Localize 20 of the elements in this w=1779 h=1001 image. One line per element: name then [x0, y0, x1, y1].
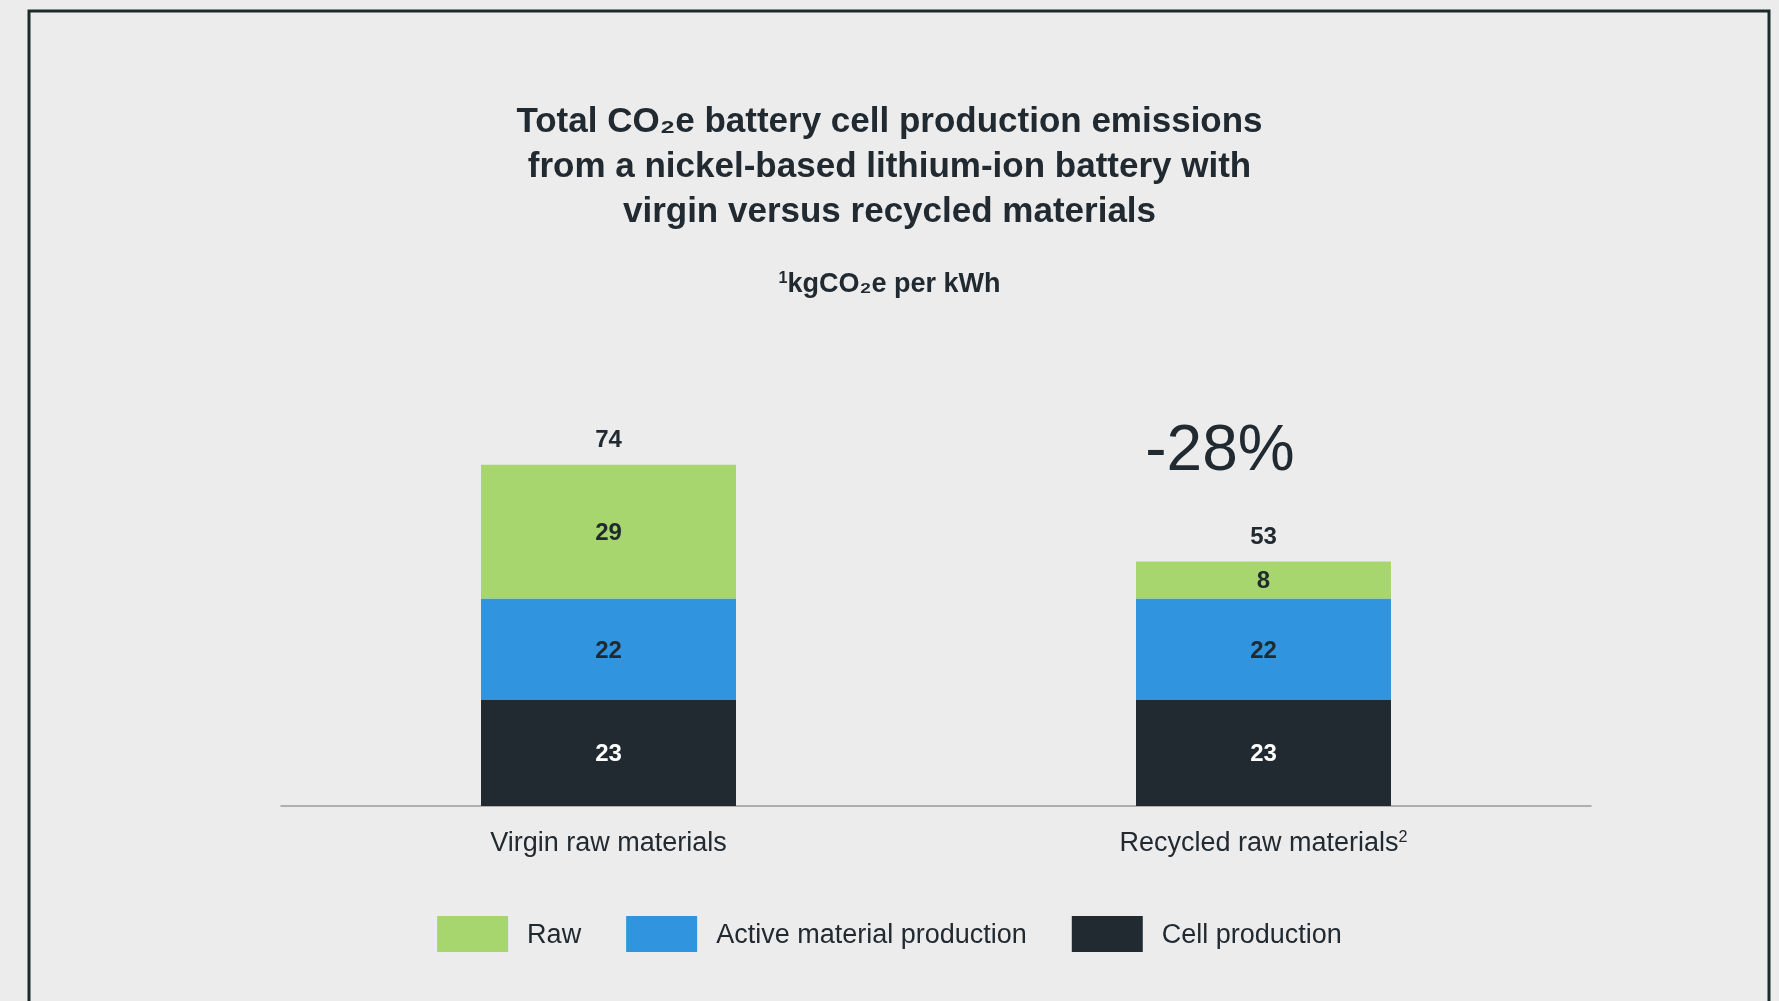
bar — [481, 699, 736, 806]
total-label: 74 — [595, 425, 623, 453]
bar — [1136, 598, 1391, 700]
data-label: 23 — [595, 739, 622, 767]
legend-label: Cell production — [1161, 919, 1342, 949]
legend-label: Active material production — [716, 919, 1027, 949]
bar — [481, 598, 736, 700]
total-label: 53 — [1250, 522, 1277, 550]
data-label: 22 — [1250, 635, 1277, 663]
data-label: 22 — [595, 635, 622, 663]
bar — [481, 464, 736, 599]
annotation: -28% — [1145, 412, 1295, 484]
bar — [1136, 561, 1391, 599]
chart-title: Total CO₂e battery cell production emissions from a nickel-based lithium-ion battery with virgin versus recycled materials — [516, 100, 1263, 229]
data-label: 29 — [595, 518, 622, 546]
bar — [1136, 699, 1391, 806]
x-tick-label: Virgin raw materials — [490, 826, 727, 857]
data-label: 8 — [1256, 566, 1271, 594]
legend-label: Raw — [527, 919, 582, 949]
data-label: 23 — [1250, 739, 1277, 767]
